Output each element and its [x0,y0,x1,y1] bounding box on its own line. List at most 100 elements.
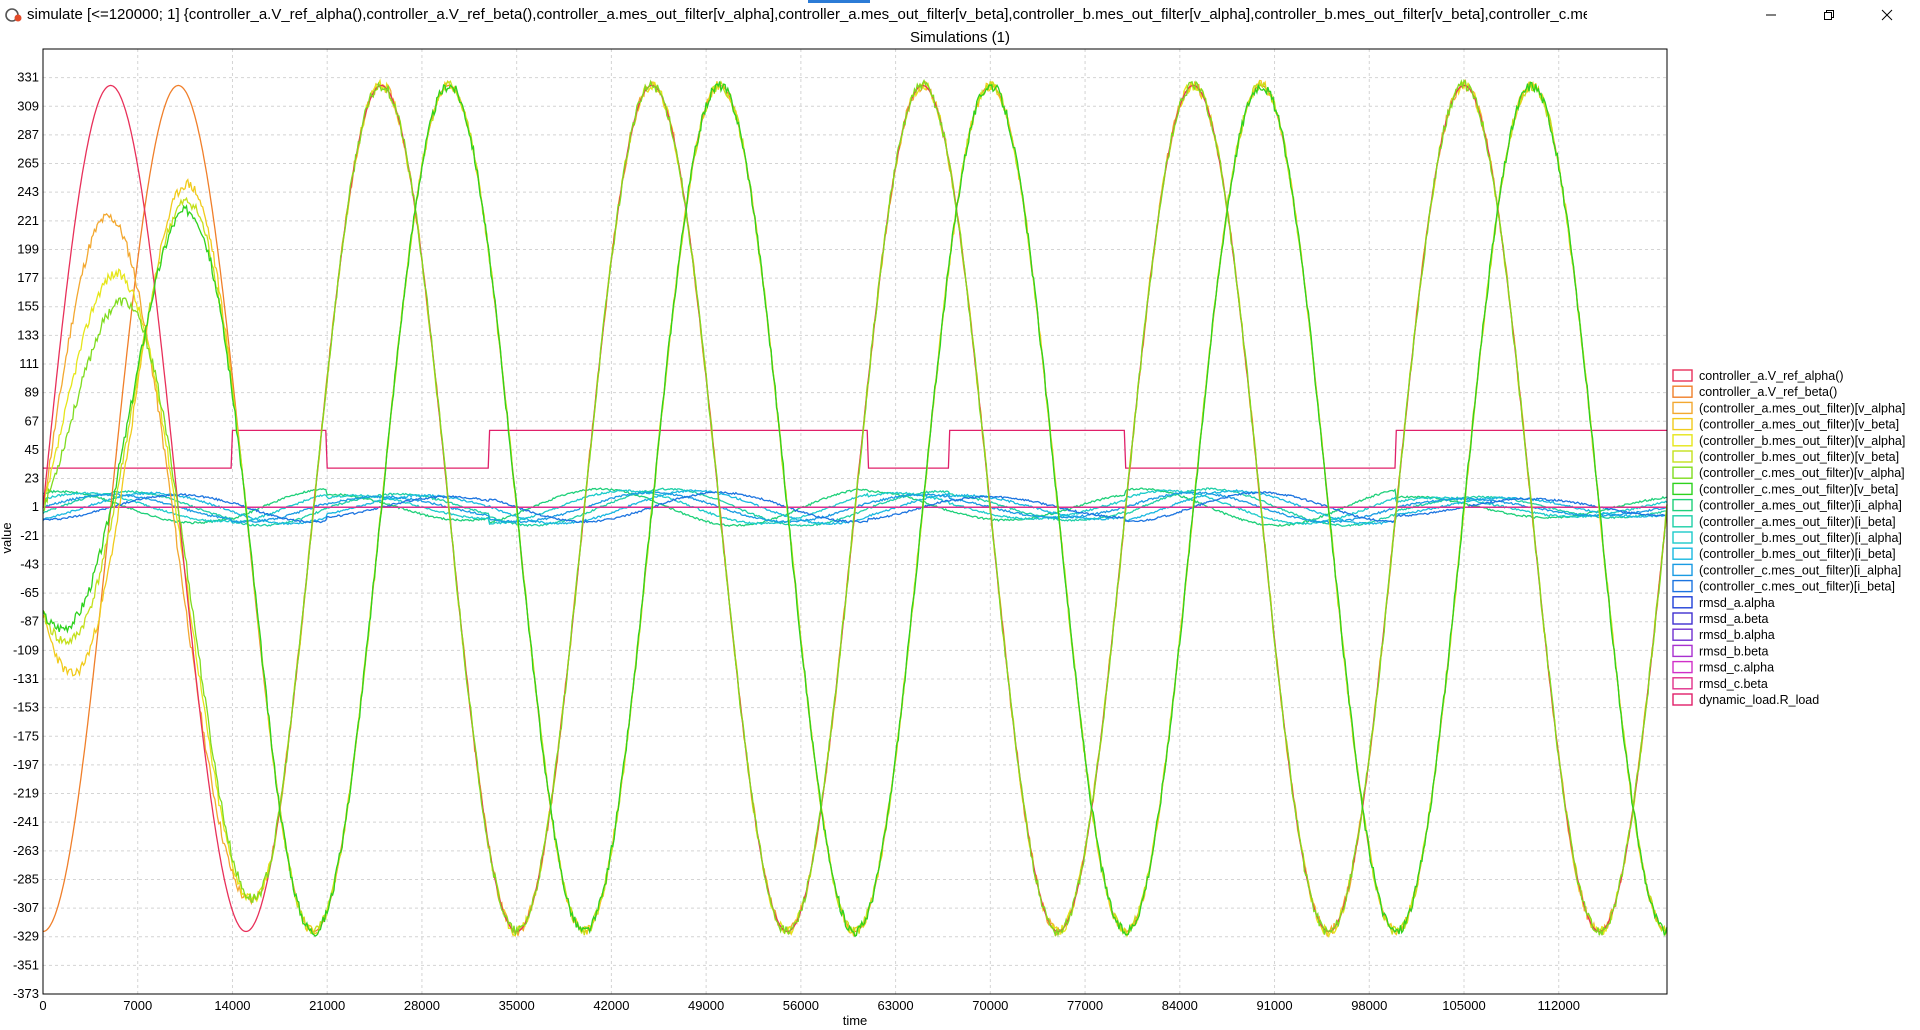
legend-item[interactable]: (controller_b.mes_out_filter)[v_beta] [1672,450,1899,464]
restore-icon [1824,10,1834,20]
legend-label: (controller_c.mes_out_filter)[v_beta] [1699,482,1898,496]
legend-label: controller_a.V_ref_beta() [1699,385,1837,399]
legend-label: (controller_a.mes_out_filter)[v_beta] [1699,418,1899,432]
legend-label: rmsd_b.alpha [1699,628,1775,642]
y-tick-label: -219 [13,786,39,801]
y-tick-label: -197 [13,757,39,772]
y-tick-label: -241 [13,814,39,829]
legend-item[interactable]: dynamic_load.R_load [1672,693,1819,707]
legend-item[interactable]: (controller_c.mes_out_filter)[i_beta] [1672,580,1895,594]
window-titlebar: simulate [<=120000; 1] {controller_a.V_r… [0,0,1920,30]
legend-swatch [1672,466,1693,479]
legend-item[interactable]: rmsd_c.alpha [1672,660,1774,675]
legend-swatch [1672,434,1693,447]
y-tick-label: 155 [17,299,39,314]
y-tick-label: -153 [13,700,39,715]
legend: controller_a.V_ref_alpha() controller_a.V… [1672,369,1905,707]
legend-swatch [1672,401,1693,415]
y-tick-label: 23 [25,471,39,486]
grid-lines [42,49,1667,995]
y-tick-label: 309 [17,98,39,113]
minimize-button[interactable] [1748,0,1794,30]
window-title: simulate [<=120000; 1] {controller_a.V_r… [27,6,1587,23]
legend-swatch [1672,385,1693,398]
close-icon [1881,9,1893,21]
x-tick-label: 42000 [593,998,629,1013]
legend-swatch [1672,547,1693,560]
legend-item[interactable]: (controller_b.mes_out_filter)[i_alpha] [1672,531,1902,545]
legend-swatch [1672,482,1693,496]
y-tick-label: 111 [19,356,39,371]
y-tick-label: 243 [17,184,39,199]
y-tick-label: 199 [17,241,39,256]
y-tick-label: 1 [32,499,39,514]
legend-item[interactable]: rmsd_c.beta [1672,677,1768,691]
legend-swatch [1672,596,1693,609]
restore-button[interactable] [1806,0,1852,30]
y-tick-label: 89 [25,385,39,400]
legend-item[interactable]: rmsd_b.alpha [1672,628,1775,642]
legend-swatch [1672,498,1693,512]
y-tick-label: -87 [20,614,39,629]
legend-item[interactable]: (controller_c.mes_out_filter)[v_alpha] [1672,466,1905,480]
legend-label: rmsd_c.beta [1699,677,1768,691]
legend-item[interactable]: (controller_c.mes_out_filter)[v_beta] [1672,482,1898,496]
legend-label: (controller_b.mes_out_filter)[v_beta] [1699,450,1899,464]
legend-item[interactable]: (controller_a.mes_out_filter)[i_beta] [1672,515,1896,529]
x-tick-label: 77000 [1067,998,1103,1013]
legend-label: rmsd_a.beta [1699,612,1769,626]
y-tick-label: 45 [25,442,39,457]
minimize-icon [1766,14,1776,16]
y-tick-label: -263 [13,843,39,858]
legend-item[interactable]: (controller_b.mes_out_filter)[v_alpha] [1672,434,1905,448]
app-icon [5,8,22,22]
legend-swatch [1672,531,1693,544]
active-accent-strip [808,0,870,3]
series-line-8 [42,487,1668,527]
legend-item[interactable]: rmsd_a.beta [1672,612,1769,626]
y-tick-label: -351 [13,957,39,972]
y-tick-label: -109 [13,642,39,657]
x-tick-label: 7000 [123,998,152,1013]
y-tick-label: -131 [13,671,39,686]
y-tick-label: -307 [13,900,39,915]
series-line-7 [42,81,1668,938]
legend-swatch [1672,369,1693,382]
legend-item[interactable]: (controller_a.mes_out_filter)[v_alpha] [1672,401,1905,415]
x-tick-label: 63000 [878,998,914,1013]
legend-item[interactable]: (controller_c.mes_out_filter)[i_alpha] [1672,563,1901,577]
y-axis-label: value [0,522,14,553]
y-tick-label: 177 [17,270,39,285]
legend-label: dynamic_load.R_load [1699,693,1819,707]
x-tick-label: 105000 [1442,998,1485,1013]
series-layer [42,78,1668,938]
y-tick-label: -329 [13,929,39,944]
x-tick-label: 0 [39,998,46,1013]
y-tick-label: 331 [17,70,39,85]
y-tick-label: 265 [17,156,39,171]
legend-item[interactable]: (controller_a.mes_out_filter)[i_alpha] [1672,498,1902,513]
y-tick-label: -373 [13,986,39,1001]
series-line-6 [42,78,1668,938]
x-tick-label: 84000 [1162,998,1198,1013]
x-tick-label: 21000 [309,998,345,1013]
legend-item[interactable]: controller_a.V_ref_beta() [1672,385,1837,399]
legend-swatch [1672,612,1693,625]
legend-item[interactable]: (controller_b.mes_out_filter)[i_beta] [1672,547,1896,561]
y-tick-label: -175 [13,728,39,743]
close-button[interactable] [1864,0,1910,30]
y-tick-label: -285 [13,871,39,886]
legend-swatch [1672,417,1693,431]
legend-swatch [1672,660,1693,674]
legend-item[interactable]: rmsd_a.alpha [1672,596,1775,610]
x-tick-label: 14000 [214,998,250,1013]
y-tick-label: -43 [20,556,39,571]
y-tick-label: -21 [20,528,39,543]
legend-item[interactable]: (controller_a.mes_out_filter)[v_beta] [1672,417,1899,432]
legend-swatch [1672,563,1693,577]
legend-item[interactable]: rmsd_b.beta [1672,644,1769,658]
chart-title: Simulations (1) [909,29,1011,46]
y-tick-label: -65 [20,585,39,600]
legend-item[interactable]: controller_a.V_ref_alpha() [1672,369,1844,383]
